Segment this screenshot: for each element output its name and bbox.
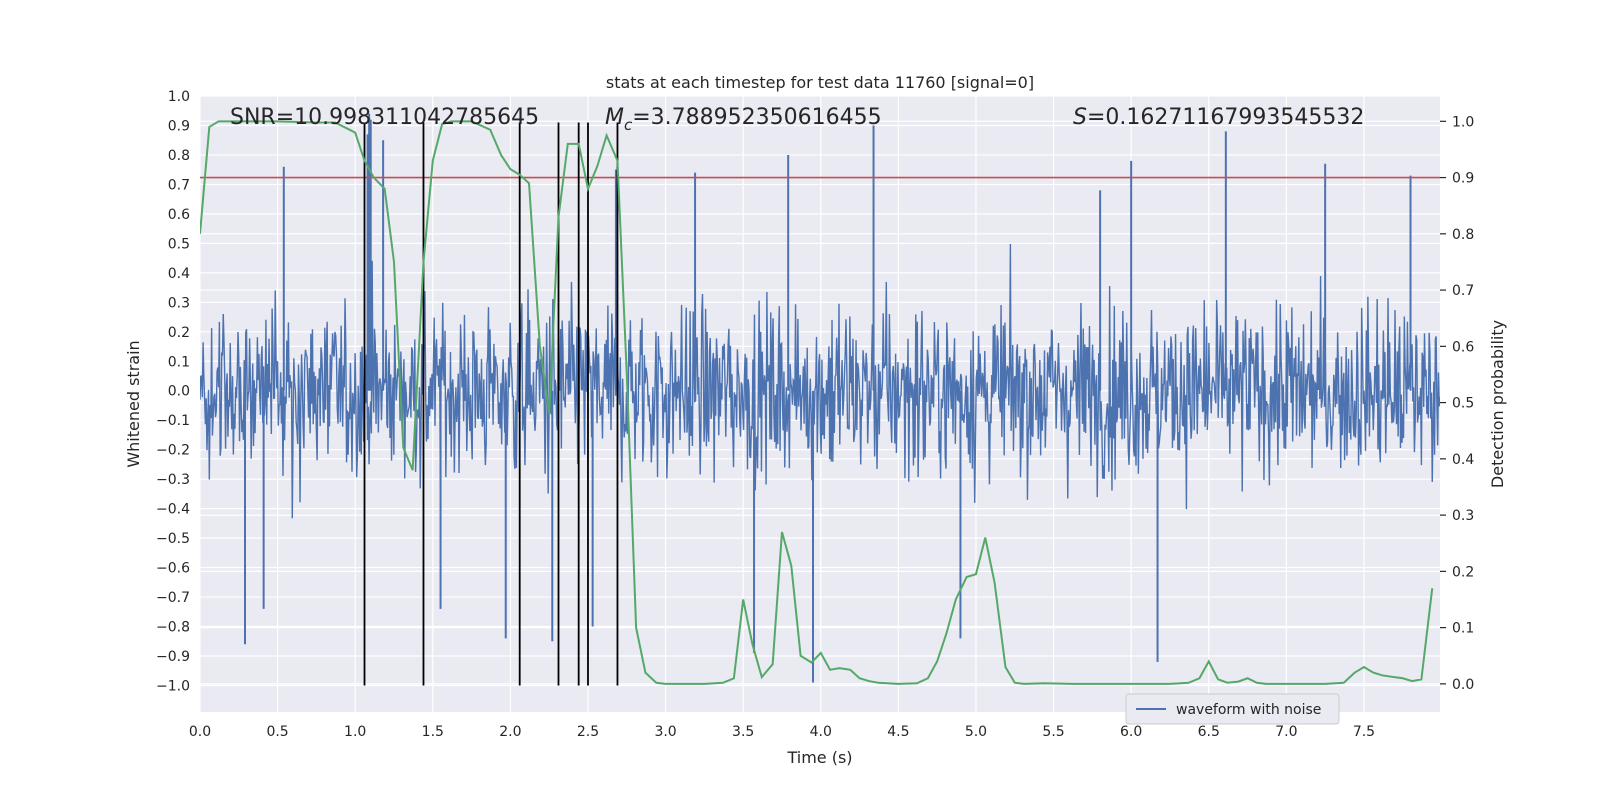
s-symbol: S (1073, 105, 1087, 130)
y-left-tick-label: −0.9 (156, 649, 190, 665)
chirp-mass-value: =3.788952350616455 (632, 105, 881, 130)
y-right-tick-label: 0.0 (1452, 677, 1474, 693)
x-tick-label: 3.5 (732, 724, 754, 740)
y-right-axis-label: Detection probability (1488, 320, 1507, 488)
y-right-tick-label: 1.0 (1452, 114, 1474, 130)
y-left-tick-label: −0.7 (156, 590, 190, 606)
y-right-tick-label: 0.6 (1452, 339, 1474, 355)
x-tick-label: 2.5 (577, 724, 599, 740)
s-value: =0.16271167993545532 (1087, 105, 1364, 130)
chirp-mass-annotation: Mc=3.788952350616455 (605, 105, 882, 134)
y-right-tick-label: 0.7 (1452, 283, 1474, 299)
y-left-tick-label: −0.3 (156, 472, 190, 488)
y-right-tick-label: 0.8 (1452, 227, 1474, 243)
y-left-tick-label: 0.6 (168, 207, 190, 223)
s-annotation: S=0.16271167993545532 (1073, 105, 1364, 130)
x-tick-label: 2.0 (499, 724, 521, 740)
y-right-tick-label: 0.2 (1452, 564, 1474, 580)
x-tick-label: 6.0 (1120, 724, 1142, 740)
chirp-mass-symbol: M (605, 105, 624, 130)
x-tick-label: 1.0 (344, 724, 366, 740)
plot-content (200, 113, 1440, 686)
legend-label: waveform with noise (1176, 702, 1321, 718)
legend: waveform with noise (1125, 693, 1340, 725)
y-left-tick-label: −0.5 (156, 531, 190, 547)
x-tick-label: 1.5 (422, 724, 444, 740)
y-left-tick-label: 0.7 (168, 177, 190, 193)
x-tick-label: 0.5 (266, 724, 288, 740)
y-right-tick-label: 0.9 (1452, 171, 1474, 187)
snr-annotation: SNR=10.998311042785645 (230, 105, 539, 130)
y-right-tick-label: 0.5 (1452, 396, 1474, 412)
y-left-tick-label: 0.2 (168, 325, 190, 341)
x-tick-label: 7.0 (1275, 724, 1297, 740)
y-left-tick-label: 0.0 (168, 384, 190, 400)
waveform-spikes (244, 113, 1412, 683)
y-left-tick-label: −0.8 (156, 620, 190, 636)
y-left-tick-label: −0.1 (156, 413, 190, 429)
probability-series (200, 120, 1434, 685)
x-tick-label: 4.0 (810, 724, 832, 740)
y-left-tick-label: −0.4 (156, 502, 190, 518)
x-axis-label: Time (s) (786, 748, 852, 767)
y-left-tick-label: −0.6 (156, 561, 190, 577)
y-right-tick-label: 0.4 (1452, 452, 1474, 468)
y-left-tick-label: 0.8 (168, 148, 190, 164)
event-lines (363, 122, 619, 686)
x-tick-label: 6.5 (1198, 724, 1220, 740)
y-right-tick-label: 0.3 (1452, 508, 1474, 524)
y-left-axis-label: Whitened strain (124, 340, 143, 467)
chart-title: stats at each timestep for test data 117… (606, 73, 1034, 92)
y-left-tick-label: 0.1 (168, 354, 190, 370)
y-left-tick-label: 0.9 (168, 118, 190, 134)
chirp-mass-subscript: c (624, 116, 633, 134)
waveform-series (200, 243, 1440, 519)
y-left-tick-label: 0.4 (168, 266, 190, 282)
x-axis-ticks: 0.0 0.5 1.0 1.5 2.0 2.5 3.0 3.5 4.0 4.5 5.0 5.5 6.0 6… (189, 724, 1375, 740)
y-left-tick-label: −0.2 (156, 443, 190, 459)
y-left-tick-label: 1.0 (168, 89, 190, 105)
y-left-tick-label: −1.0 (156, 678, 190, 694)
x-tick-label: 0.0 (189, 724, 211, 740)
y-left-tick-label: 0.3 (168, 295, 190, 311)
y-left-tick-label: 0.5 (168, 236, 190, 252)
legend-box (1125, 693, 1340, 725)
x-tick-label: 4.5 (887, 724, 909, 740)
x-tick-label: 5.0 (965, 724, 987, 740)
x-tick-label: 3.0 (654, 724, 676, 740)
x-tick-label: 5.5 (1042, 724, 1064, 740)
y-right-tick-label: 0.1 (1452, 621, 1474, 637)
y-left-axis-ticks: 1.0 0.9 0.8 0.7 0.6 0.5 0.4 0.3 0.2 0.1 0.0 −0.1 −0.… (156, 89, 190, 694)
y-right-axis-ticks: 1.0 0.9 0.8 0.7 0.6 0.5 0.4 0.3 0.2 0.1 0.0 (1440, 114, 1474, 693)
x-tick-label: 7.5 (1353, 724, 1375, 740)
